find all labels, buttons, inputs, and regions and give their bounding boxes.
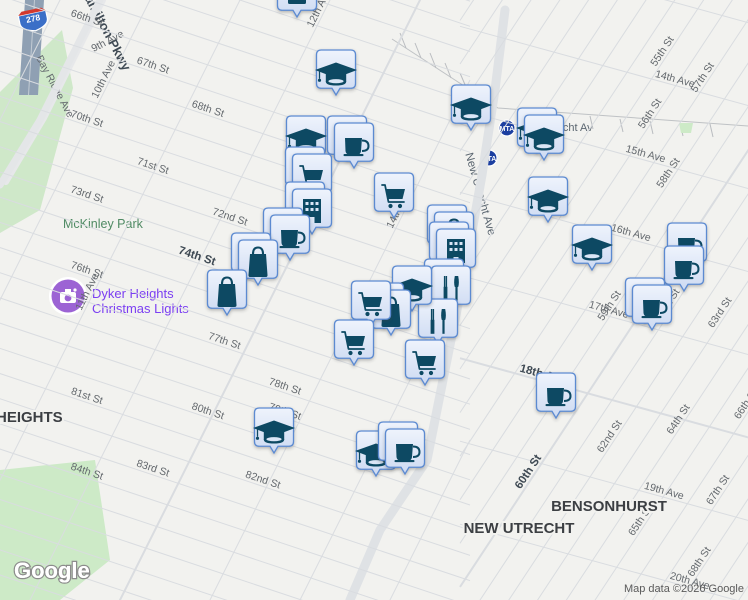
svg-text:BENSONHURST: BENSONHURST [551,498,667,515]
svg-text:Google: Google [14,558,90,583]
svg-text:McKinley Park: McKinley Park [63,217,144,231]
svg-text:HEIGHTS: HEIGHTS [0,409,63,426]
svg-text:Map data ©2026 Google: Map data ©2026 Google [624,583,744,595]
svg-text:NEW UTRECHT: NEW UTRECHT [464,520,575,537]
svg-text:Dyker Heights: Dyker Heights [92,286,174,301]
